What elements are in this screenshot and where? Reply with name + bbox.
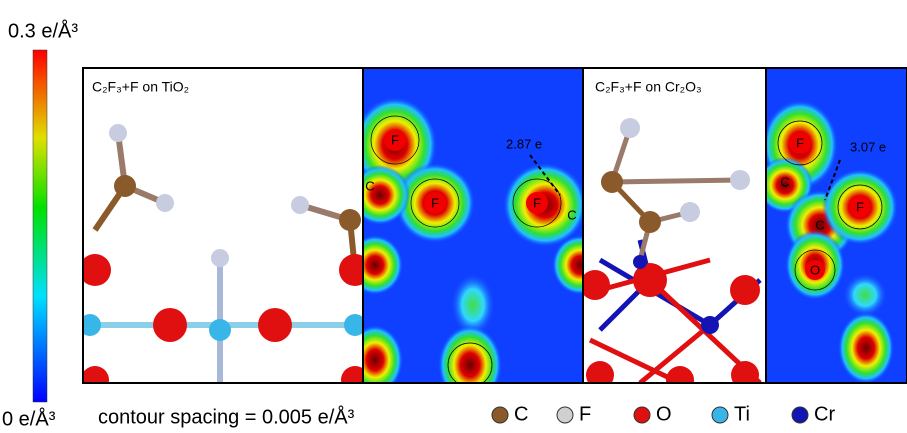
structure-1 bbox=[79, 68, 371, 394]
legend-label: Ti bbox=[734, 403, 750, 425]
colorbar-min: 0 e/Å³ bbox=[2, 407, 56, 430]
legend-swatch bbox=[492, 407, 508, 423]
legend-label: Cr bbox=[814, 403, 835, 425]
panel-label: C₂F₃+F on Cr₂O₃ bbox=[595, 79, 702, 95]
legend-swatch bbox=[634, 407, 650, 423]
colorbar-max: 0.3 e/Å³ bbox=[8, 19, 78, 42]
atom-label: F bbox=[796, 135, 804, 150]
atom-label: F bbox=[391, 132, 399, 147]
atom-label: F bbox=[533, 195, 541, 210]
charge-label: 3.07 e bbox=[850, 139, 886, 154]
panel-label: C₂F₃+F on TiO₂ bbox=[92, 79, 189, 95]
colorbar bbox=[33, 50, 47, 402]
atom-label: F bbox=[856, 199, 864, 214]
atom-label: C bbox=[815, 217, 824, 232]
atom-label: C bbox=[567, 207, 576, 222]
charge-label: 2.87 e bbox=[506, 136, 542, 151]
legend-label: C bbox=[514, 403, 528, 425]
density-map-1 bbox=[347, 68, 608, 405]
legend-swatch bbox=[792, 407, 808, 423]
density-map-2 bbox=[757, 68, 907, 384]
legend-swatch bbox=[557, 407, 573, 423]
legend-label: F bbox=[579, 403, 591, 425]
atom-label: O bbox=[810, 262, 820, 277]
atom-label: C bbox=[780, 174, 789, 189]
legend-label: O bbox=[656, 403, 672, 425]
structure-2 bbox=[580, 68, 766, 394]
atom-label: C bbox=[365, 178, 374, 193]
legend-swatch bbox=[712, 407, 728, 423]
figure: 0.3 e/Å³ 0 e/Å³ contour spacing = 0.005 … bbox=[0, 0, 907, 433]
atom-label: F bbox=[431, 195, 439, 210]
contour-note: contour spacing = 0.005 e/Å³ bbox=[98, 405, 355, 428]
